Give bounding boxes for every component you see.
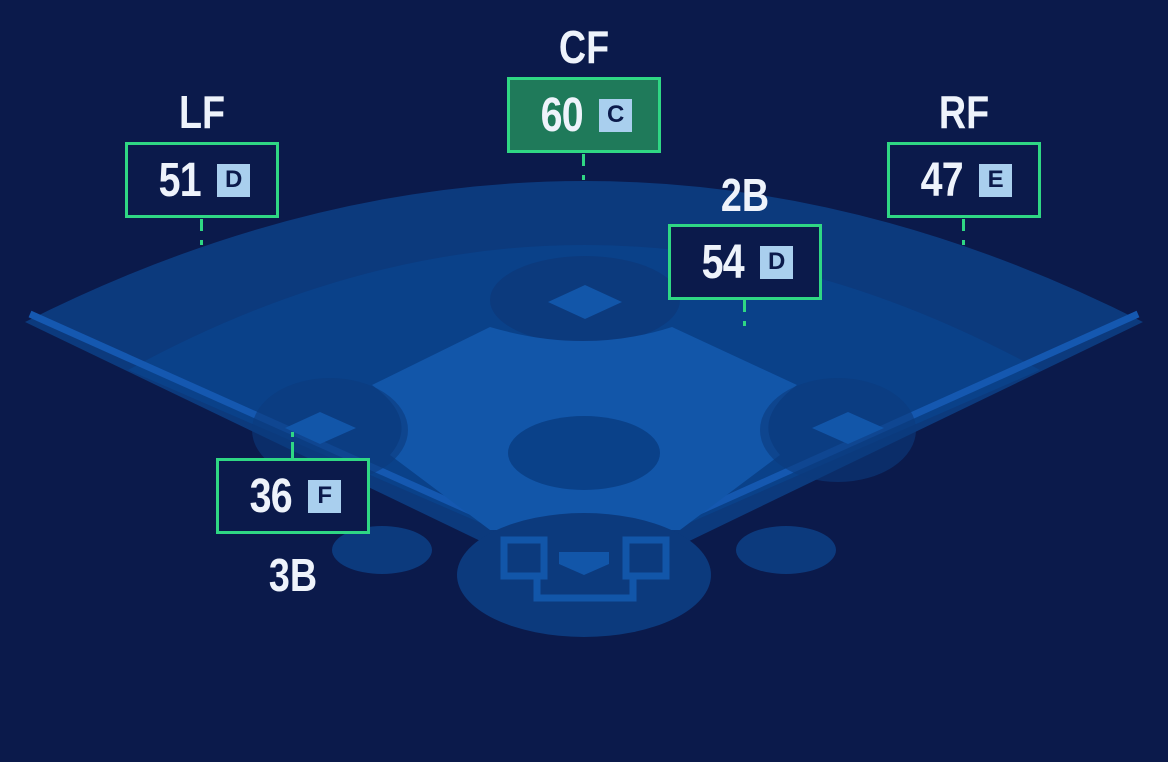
position-label: LF xyxy=(178,86,226,138)
connector-line xyxy=(962,219,965,231)
home-plate xyxy=(559,552,609,575)
connector-dot xyxy=(743,321,746,326)
position-label: 3B xyxy=(268,549,318,601)
rating-box[interactable]: 51 D xyxy=(125,142,279,218)
rating-box[interactable]: 36 F xyxy=(216,458,370,534)
connector-dot xyxy=(582,175,585,180)
rating-value: 47 xyxy=(920,153,963,207)
rating-value: 60 xyxy=(540,88,583,142)
connector-line xyxy=(200,219,203,231)
pitchers-mound xyxy=(508,416,660,490)
connector-dot xyxy=(200,240,203,245)
second-base xyxy=(548,285,622,319)
grade-badge: E xyxy=(979,163,1013,197)
third-base xyxy=(285,412,356,444)
connector-line xyxy=(743,300,746,312)
first-base xyxy=(812,412,884,444)
grade-badge: F xyxy=(308,479,342,513)
rating-value: 36 xyxy=(249,469,292,523)
connector-line xyxy=(291,442,294,459)
grade-badge: D xyxy=(760,245,794,279)
connector-dot xyxy=(962,240,965,245)
rating-box[interactable]: 54 D xyxy=(668,224,822,300)
grade-badge: D xyxy=(217,163,251,197)
position-label: RF xyxy=(938,86,990,138)
rating-value: 54 xyxy=(701,235,744,289)
rating-box[interactable]: 60 C xyxy=(507,77,661,153)
rating-value: 51 xyxy=(158,153,201,207)
connector-dot xyxy=(291,432,294,437)
batters-boxes xyxy=(500,536,670,602)
rating-box[interactable]: 47 E xyxy=(887,142,1041,218)
position-label: 2B xyxy=(720,169,770,221)
on-deck-circle-right xyxy=(736,526,836,574)
grade-badge: C xyxy=(599,98,633,132)
connector-line xyxy=(582,154,585,166)
on-deck-circle-left xyxy=(332,526,432,574)
position-label: CF xyxy=(558,21,610,73)
